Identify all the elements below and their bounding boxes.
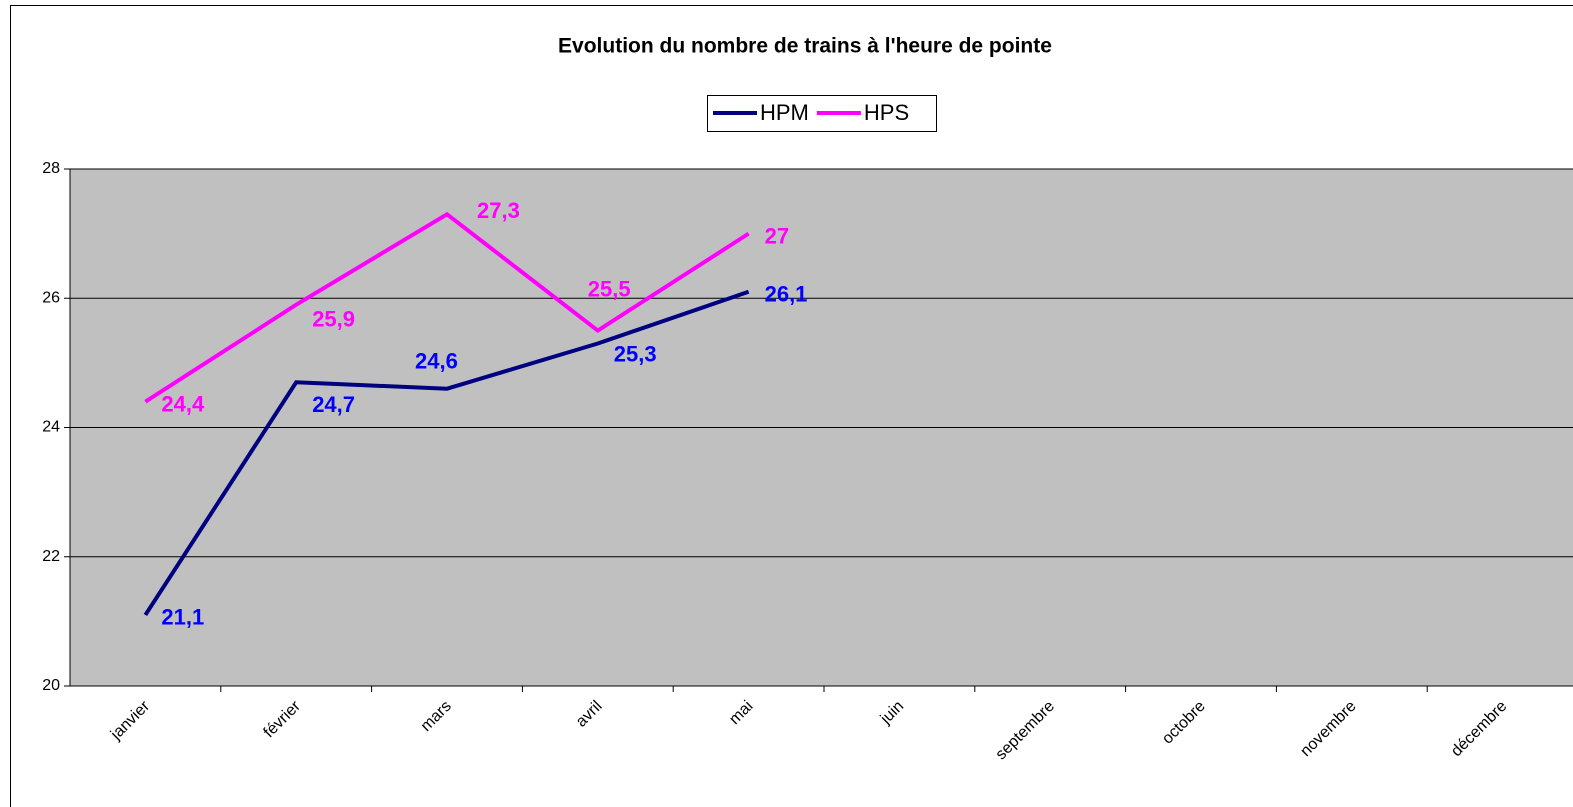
data-label: 27,3	[477, 198, 520, 223]
line-series	[143, 289, 750, 616]
data-label: 21,1	[161, 605, 204, 630]
data-label: 25,3	[614, 341, 657, 366]
data-label: 24,7	[312, 392, 355, 417]
data-label: 25,5	[588, 276, 631, 301]
y-tick-label: 20	[42, 677, 60, 694]
y-tick-label: 28	[42, 160, 60, 177]
data-label: 24,6	[415, 349, 458, 374]
data-label: 24,4	[161, 391, 205, 416]
y-tick-label: 26	[42, 289, 60, 306]
data-label: 27	[765, 223, 789, 248]
chart-title: Evolution du nombre de trains à l'heure …	[558, 35, 1052, 58]
legend-label: HPS	[864, 100, 909, 125]
data-label: 25,9	[312, 307, 355, 332]
line-series	[144, 211, 750, 404]
legend-label: HPM	[760, 100, 809, 125]
data-label: 26,1	[765, 282, 808, 307]
y-tick-label: 22	[42, 548, 60, 565]
y-tick-label: 24	[42, 419, 60, 436]
